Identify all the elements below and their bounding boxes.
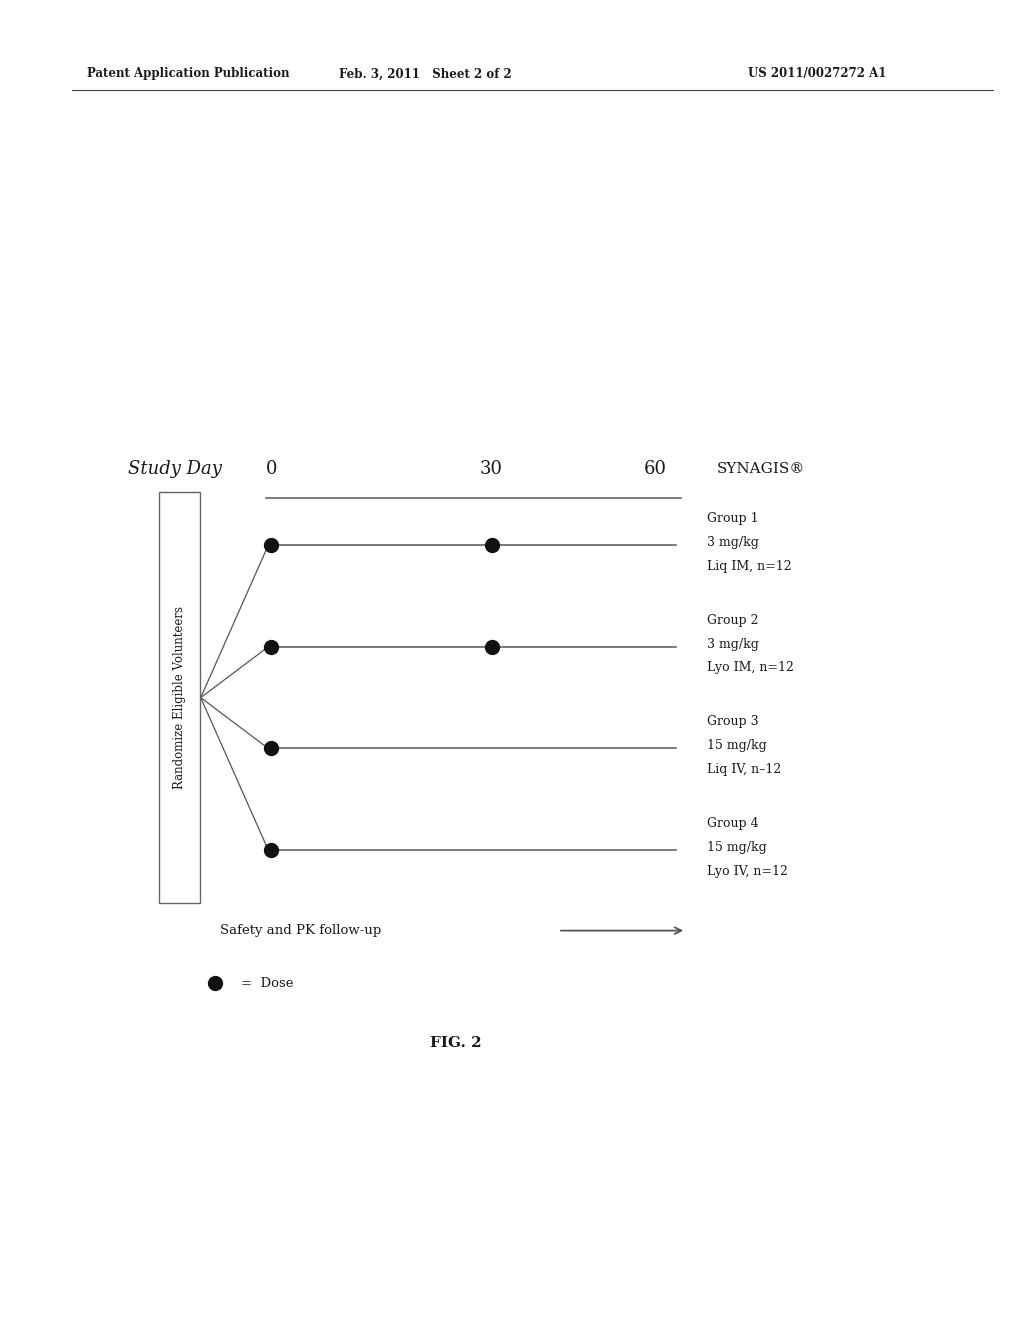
Point [483,636,500,657]
Text: Group 2: Group 2 [707,614,758,627]
Text: Randomize Eligible Volunteers: Randomize Eligible Volunteers [173,606,185,789]
Text: Group 3: Group 3 [707,715,758,729]
Text: US 2011/0027272 A1: US 2011/0027272 A1 [748,67,886,81]
Text: 15 mg/kg: 15 mg/kg [707,841,766,854]
Text: Lyo IM, n=12: Lyo IM, n=12 [707,661,794,675]
Point [207,973,223,994]
Text: 15 mg/kg: 15 mg/kg [707,739,766,752]
Text: Group 1: Group 1 [707,512,758,525]
Text: 60: 60 [644,459,667,478]
Point [263,738,280,759]
Text: Liq IV, n–12: Liq IV, n–12 [707,763,781,776]
Text: Safety and PK follow-up: Safety and PK follow-up [220,924,381,937]
Text: SYNAGIS®: SYNAGIS® [717,462,805,475]
Point [483,535,500,556]
Text: =  Dose: = Dose [241,977,293,990]
Text: FIG. 2: FIG. 2 [430,1036,481,1049]
Text: Study Day: Study Day [128,459,222,478]
Text: 3 mg/kg: 3 mg/kg [707,638,759,651]
Point [263,636,280,657]
Text: 3 mg/kg: 3 mg/kg [707,536,759,549]
Point [263,535,280,556]
Text: 0: 0 [265,459,278,478]
Text: Patent Application Publication: Patent Application Publication [87,67,290,81]
Text: Liq IM, n=12: Liq IM, n=12 [707,560,792,573]
Point [263,840,280,861]
Text: Group 4: Group 4 [707,817,758,830]
Text: 30: 30 [480,459,503,478]
Text: Lyo IV, n=12: Lyo IV, n=12 [707,865,787,878]
Text: Feb. 3, 2011   Sheet 2 of 2: Feb. 3, 2011 Sheet 2 of 2 [339,67,511,81]
